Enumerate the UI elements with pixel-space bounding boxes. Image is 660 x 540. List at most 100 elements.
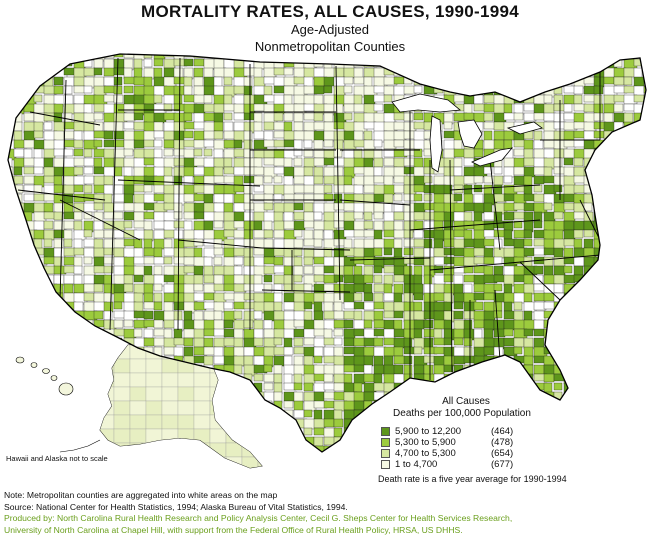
county-cell (603, 355, 614, 366)
alaska-borough-cell (100, 345, 115, 360)
county-cell (393, 139, 405, 148)
county-cell (263, 256, 276, 265)
county-cell (373, 193, 385, 203)
county-cell (23, 418, 37, 429)
county-cell (553, 319, 563, 332)
great-lakes (391, 93, 543, 173)
county-cell (373, 103, 384, 112)
county-cell (613, 337, 624, 346)
county-cell (193, 337, 205, 348)
county-cell (73, 139, 84, 149)
county-cell (483, 166, 493, 175)
county-cell (393, 274, 405, 283)
county-cell (283, 121, 293, 132)
county-cell (523, 346, 534, 358)
legend-range: 4,700 to 5,300 (395, 448, 456, 459)
county-cell (273, 202, 286, 214)
county-cell (333, 103, 344, 115)
county-cell (23, 391, 37, 404)
county-cell (613, 166, 627, 177)
county-cell (373, 355, 384, 367)
county-cell (163, 283, 175, 294)
county-cell (534, 455, 544, 466)
county-cell (273, 445, 284, 452)
county-cell (604, 455, 613, 462)
county-cell (243, 409, 258, 420)
county-cell (583, 400, 598, 411)
county-cell (63, 337, 77, 349)
county-cell (413, 373, 426, 383)
county-cell (393, 58, 408, 67)
county-cell (8, 346, 16, 357)
county-cell (423, 319, 434, 329)
county-cell (43, 310, 53, 322)
county-cell (603, 292, 618, 301)
county-cell (263, 94, 276, 103)
county-cell (623, 409, 634, 422)
county-cell (643, 373, 646, 382)
county-cell (223, 166, 235, 175)
alaska-borough-cell (113, 428, 131, 444)
county-cell (33, 337, 48, 347)
county-cell (23, 346, 36, 357)
county-cell (293, 54, 303, 62)
county-cell (33, 373, 47, 385)
county-cell (633, 337, 645, 348)
county-cell (63, 238, 73, 248)
county-cell (253, 436, 268, 445)
county-cell (63, 274, 75, 285)
county-cell (583, 310, 593, 321)
county-cell (93, 148, 106, 158)
county-cell (463, 148, 476, 159)
county-cell (283, 157, 293, 168)
county-cell (343, 229, 356, 238)
county-cell (353, 211, 364, 220)
county-cell (263, 382, 274, 391)
alaska-borough-cell (225, 442, 243, 458)
county-cell (373, 238, 386, 249)
county-cell (283, 175, 294, 187)
county-cell (463, 319, 473, 331)
county-cell (23, 292, 38, 303)
county-cell (313, 391, 325, 403)
county-cell (343, 310, 356, 320)
county-cell (93, 283, 104, 293)
county-cell (443, 58, 453, 70)
county-cell (173, 445, 188, 452)
alaska-borough-cell (241, 386, 259, 402)
county-cell (643, 103, 646, 116)
county-cell (183, 220, 193, 232)
county-cell (513, 319, 526, 330)
county-cell (53, 301, 67, 310)
county-cell (203, 274, 215, 284)
county-cell (513, 148, 525, 157)
county-cell (393, 328, 406, 338)
county-cell (193, 67, 204, 78)
county-cell (573, 418, 584, 430)
county-cell (273, 301, 283, 312)
county-cell (503, 283, 513, 295)
county-cell (593, 418, 606, 430)
legend-range: 1 to 4,700 (395, 459, 438, 470)
county-cell (473, 364, 488, 376)
county-cell (83, 229, 93, 238)
county-cell (43, 247, 56, 259)
county-cell (593, 400, 603, 413)
county-cell (343, 76, 354, 85)
county-cell (563, 418, 573, 431)
county-cell (613, 220, 627, 230)
county-cell (573, 54, 584, 61)
county-cell (543, 436, 554, 445)
note-university: University of North Carolina at Chapel H… (4, 524, 463, 535)
county-cell (303, 337, 316, 346)
county-cell (263, 54, 274, 59)
county-cell (613, 301, 627, 312)
county-cell (83, 400, 95, 409)
county-cell (643, 445, 646, 452)
county-cell (8, 319, 15, 330)
county-cell (403, 265, 413, 276)
county-cell (553, 112, 565, 123)
county-cell (603, 409, 617, 419)
county-cell (113, 193, 126, 203)
county-cell (513, 310, 524, 322)
